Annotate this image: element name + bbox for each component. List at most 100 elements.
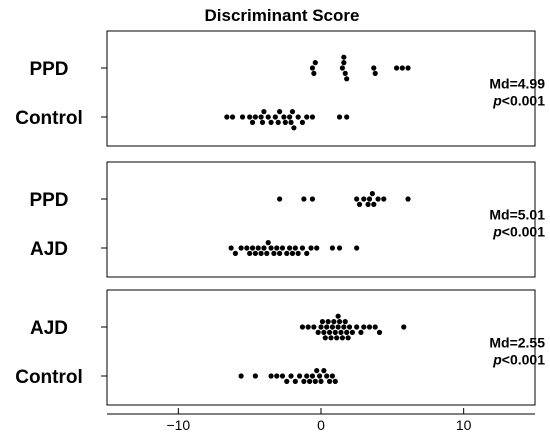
group-label: Control	[15, 108, 83, 129]
data-point	[371, 65, 377, 71]
data-point	[354, 324, 360, 330]
data-point	[321, 329, 327, 335]
panel-frame	[106, 289, 536, 406]
data-point	[282, 119, 288, 125]
panel-2: PPD AJD Md=5.01p<0.001	[29, 161, 545, 278]
data-point	[324, 324, 330, 330]
data-point	[314, 368, 320, 374]
data-point	[304, 114, 310, 120]
data-point	[271, 250, 277, 256]
data-point	[224, 114, 230, 120]
data-point	[329, 324, 336, 330]
data-point	[304, 373, 310, 379]
data-point	[332, 378, 338, 384]
data-point	[299, 324, 306, 330]
data-point	[309, 65, 316, 71]
data-point	[274, 245, 280, 251]
data-point	[261, 109, 267, 115]
data-point	[312, 378, 318, 384]
data-point	[229, 114, 236, 120]
data-point	[394, 65, 400, 71]
data-point	[329, 245, 336, 251]
data-point	[335, 324, 341, 330]
data-point	[369, 191, 375, 197]
data-point	[258, 114, 264, 120]
data-point	[341, 324, 347, 330]
data-point	[292, 245, 298, 251]
data-point	[284, 378, 290, 384]
data-point	[366, 324, 373, 330]
data-point	[295, 250, 301, 256]
data-point	[287, 114, 293, 120]
data-point	[292, 378, 298, 384]
data-point	[252, 250, 258, 256]
data-point	[265, 114, 271, 120]
data-point	[326, 378, 333, 384]
data-point	[315, 329, 321, 335]
data-point	[342, 70, 348, 76]
data-point	[308, 245, 314, 251]
data-point	[301, 378, 307, 384]
data-point	[299, 245, 306, 251]
data-point	[249, 119, 256, 125]
data-point	[332, 329, 338, 335]
data-point	[268, 245, 274, 251]
data-point	[365, 201, 371, 207]
panels: PPDControlMd=4.99p<0.001PPDAJDMd=5.01p<0…	[15, 30, 545, 406]
x-axis: −10 0 10	[107, 408, 535, 433]
data-point	[371, 201, 377, 207]
data-point	[258, 250, 264, 256]
data-point	[309, 114, 316, 120]
data-point	[345, 335, 351, 341]
data-point	[326, 329, 333, 335]
data-point	[311, 70, 317, 76]
data-point	[318, 324, 324, 330]
chart-title: Discriminant Score	[205, 6, 360, 25]
data-point	[375, 196, 381, 202]
data-point	[321, 368, 327, 374]
data-point	[314, 245, 320, 251]
data-point	[311, 324, 317, 330]
data-point	[331, 319, 337, 325]
data-point	[295, 114, 301, 120]
data-point	[239, 114, 246, 120]
data-point	[247, 114, 253, 120]
data-point	[376, 329, 383, 335]
x-tick-label: −10	[166, 417, 190, 433]
data-point	[238, 373, 244, 379]
data-point	[358, 329, 364, 335]
median-difference-label: Md=2.55	[489, 335, 545, 351]
data-point	[316, 373, 323, 379]
group-label: AJD	[30, 318, 68, 339]
data-point	[339, 335, 345, 341]
data-point	[372, 70, 378, 76]
data-point	[309, 196, 316, 202]
data-point	[305, 324, 311, 330]
data-point	[319, 319, 326, 325]
data-point	[264, 250, 270, 256]
data-point	[289, 250, 296, 256]
x-tick-label: 0	[317, 417, 325, 433]
data-point	[249, 245, 256, 251]
data-point	[356, 201, 363, 207]
p-value-label: p<0.001	[492, 224, 545, 240]
data-point	[279, 373, 286, 379]
data-point	[291, 125, 297, 131]
data-point	[344, 114, 350, 120]
data-point	[312, 60, 318, 66]
data-point	[275, 119, 281, 125]
data-point	[336, 245, 343, 251]
data-point	[336, 319, 343, 325]
data-point	[405, 65, 411, 71]
panel-3: AJD Control Md=2.55p<0.001	[15, 289, 545, 406]
data-point	[244, 245, 250, 251]
data-point	[339, 65, 345, 71]
data-point	[274, 373, 280, 379]
data-point	[354, 196, 360, 202]
data-point	[252, 373, 258, 379]
data-point	[325, 319, 331, 325]
data-point	[289, 109, 296, 115]
data-point	[366, 196, 373, 202]
data-point	[277, 250, 283, 256]
